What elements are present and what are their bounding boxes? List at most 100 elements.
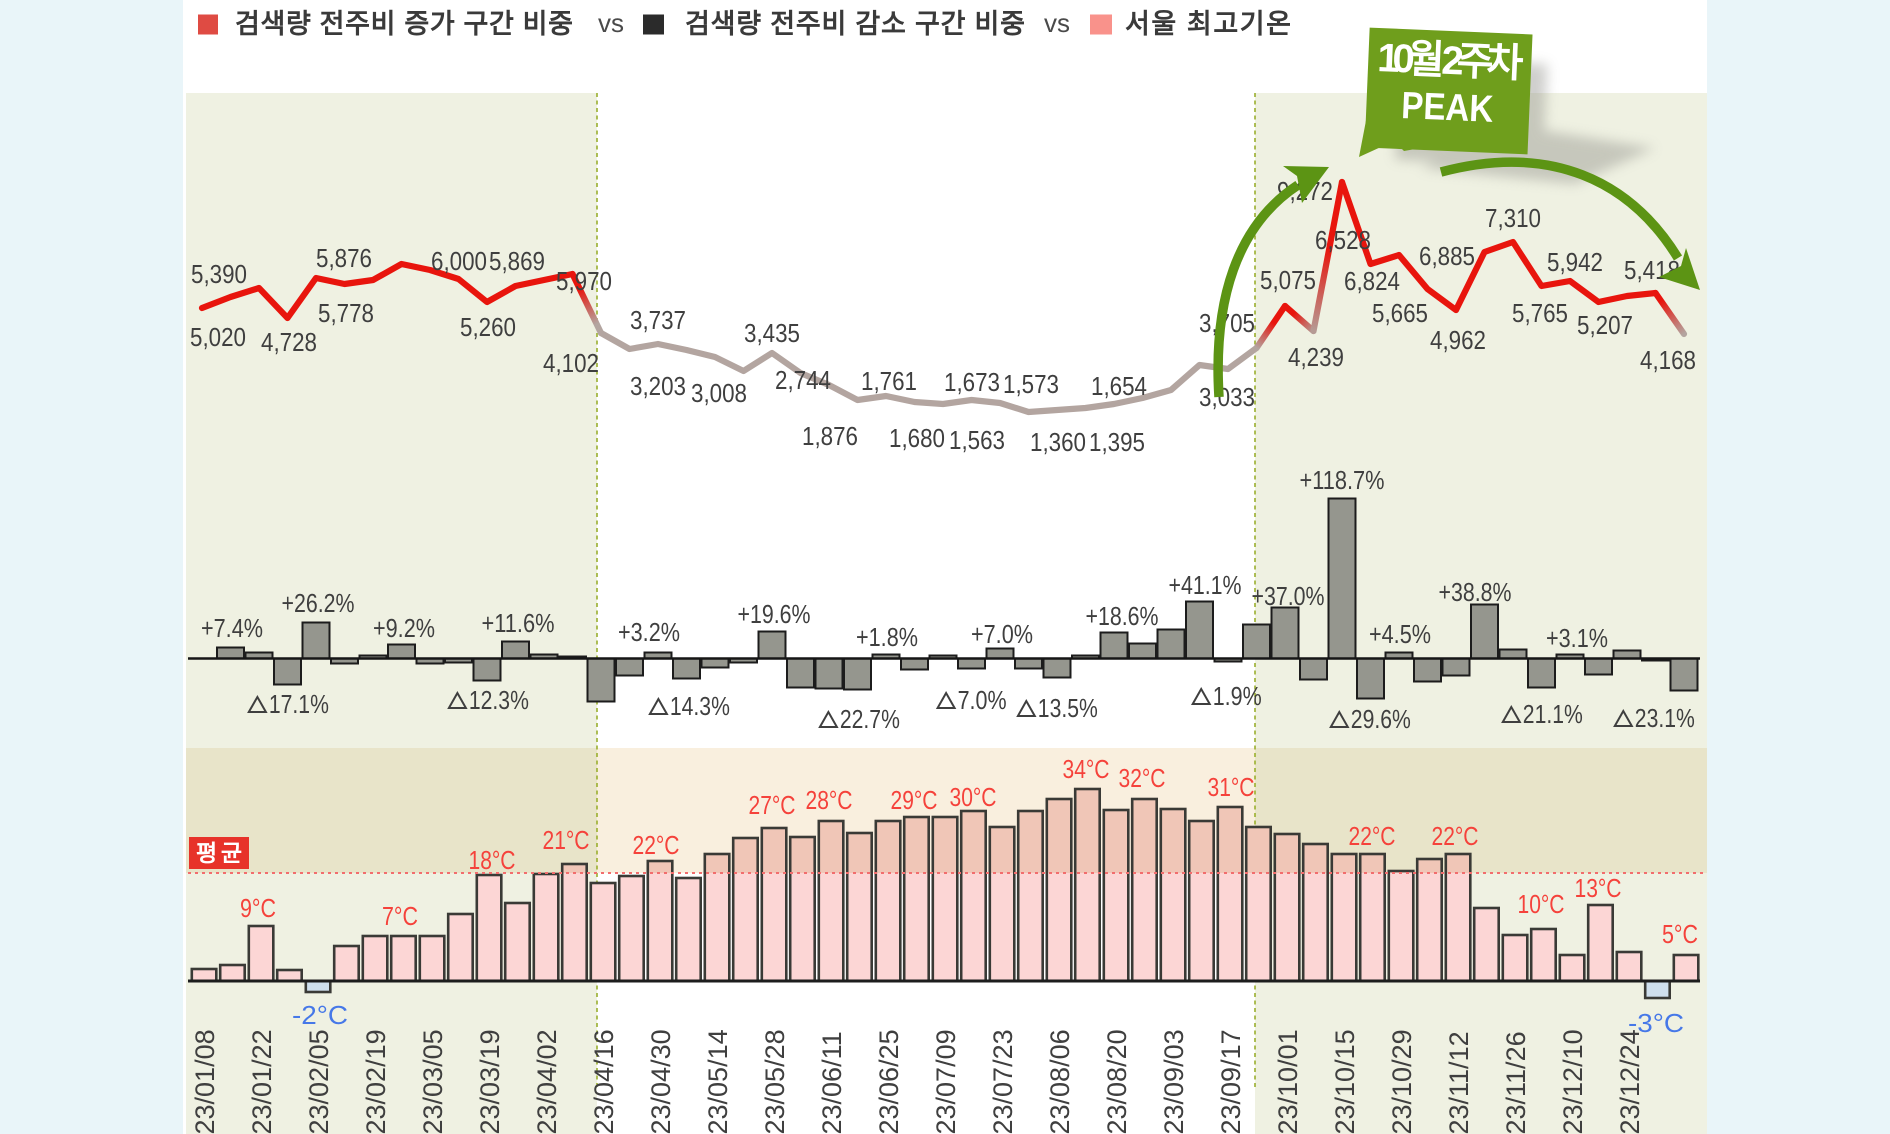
svg-text:23/10/29: 23/10/29 (1387, 1029, 1417, 1134)
svg-text:5,075: 5,075 (1260, 265, 1316, 295)
svg-text:30°C: 30°C (950, 782, 997, 812)
svg-text:13.5%: 13.5% (1038, 693, 1098, 723)
svg-text:5,207: 5,207 (1577, 310, 1633, 340)
svg-text:23/05/14: 23/05/14 (703, 1029, 733, 1134)
svg-text:5,390: 5,390 (191, 259, 247, 289)
svg-text:-2°C: -2°C (292, 1000, 348, 1030)
svg-text:+3.1%: +3.1% (1546, 623, 1608, 653)
svg-text:+4.5%: +4.5% (1369, 619, 1431, 649)
svg-text:+19.6%: +19.6% (738, 599, 811, 629)
svg-text:6,528: 6,528 (1315, 225, 1371, 255)
svg-text:23/03/19: 23/03/19 (475, 1029, 505, 1134)
svg-text:5,942: 5,942 (1547, 247, 1603, 277)
svg-text:5,876: 5,876 (316, 243, 372, 273)
svg-text:23/05/28: 23/05/28 (760, 1029, 790, 1134)
svg-text:21°C: 21°C (543, 825, 590, 855)
svg-text:6,824: 6,824 (1344, 266, 1400, 296)
svg-text:22°C: 22°C (633, 830, 680, 860)
svg-text:검색량 전주비 증가 구간 비중: 검색량 전주비 증가 구간 비중 (235, 9, 573, 39)
svg-text:7°C: 7°C (382, 901, 418, 931)
svg-text:29.6%: 29.6% (1351, 704, 1411, 734)
svg-text:+9.2%: +9.2% (373, 613, 435, 643)
svg-text:14.3%: 14.3% (670, 691, 730, 721)
svg-text:31°C: 31°C (1208, 772, 1255, 802)
svg-text:23/04/16: 23/04/16 (589, 1029, 619, 1134)
svg-text:+41.1%: +41.1% (1169, 570, 1242, 600)
svg-text:23/12/24: 23/12/24 (1615, 1029, 1645, 1134)
svg-text:10°C: 10°C (1518, 889, 1565, 919)
svg-text:29°C: 29°C (891, 785, 938, 815)
svg-text:+7.4%: +7.4% (201, 613, 263, 643)
svg-text:3,203: 3,203 (630, 371, 686, 401)
svg-text:23/06/25: 23/06/25 (874, 1029, 904, 1134)
svg-text:13°C: 13°C (1575, 873, 1622, 903)
svg-text:PEAK: PEAK (1401, 85, 1495, 131)
svg-text:2,744: 2,744 (775, 365, 831, 395)
svg-text:23/03/05: 23/03/05 (418, 1029, 448, 1134)
svg-text:23/10/01: 23/10/01 (1273, 1029, 1303, 1134)
svg-text:22°C: 22°C (1349, 821, 1396, 851)
svg-text:5,665: 5,665 (1372, 298, 1428, 328)
svg-text:32°C: 32°C (1119, 763, 1166, 793)
svg-text:서울 최고기온: 서울 최고기온 (1125, 9, 1291, 39)
svg-text:4,102: 4,102 (543, 348, 599, 378)
svg-text:4,962: 4,962 (1430, 325, 1486, 355)
svg-text:+37.0%: +37.0% (1252, 581, 1325, 611)
svg-text:7,310: 7,310 (1485, 203, 1541, 233)
svg-text:1,680: 1,680 (889, 423, 945, 453)
svg-text:27°C: 27°C (749, 790, 796, 820)
svg-text:+118.7%: +118.7% (1300, 465, 1385, 495)
svg-text:-3°C: -3°C (1628, 1008, 1684, 1038)
svg-text:+7.0%: +7.0% (971, 619, 1033, 649)
svg-text:23.1%: 23.1% (1635, 703, 1695, 733)
svg-text:1.9%: 1.9% (1213, 681, 1262, 711)
svg-text:+1.8%: +1.8% (856, 622, 918, 652)
svg-text:23/04/30: 23/04/30 (646, 1029, 676, 1134)
svg-text:6,885: 6,885 (1419, 241, 1475, 271)
svg-text:23/01/08: 23/01/08 (190, 1029, 220, 1134)
svg-text:23/08/20: 23/08/20 (1102, 1029, 1132, 1134)
svg-text:3,033: 3,033 (1199, 382, 1255, 412)
svg-text:5°C: 5°C (1662, 919, 1698, 949)
svg-text:23/02/05: 23/02/05 (304, 1029, 334, 1134)
svg-text:7.0%: 7.0% (958, 685, 1007, 715)
svg-text:vs: vs (1044, 8, 1070, 38)
svg-text:10월 2주차: 10월 2주차 (1376, 36, 1524, 86)
svg-text:4,239: 4,239 (1288, 342, 1344, 372)
svg-text:12.3%: 12.3% (469, 685, 529, 715)
svg-text:5,869: 5,869 (489, 246, 545, 276)
svg-text:1,673: 1,673 (944, 367, 1000, 397)
svg-text:1,563: 1,563 (949, 425, 1005, 455)
svg-text:28°C: 28°C (806, 785, 853, 815)
svg-text:23/01/22: 23/01/22 (247, 1029, 277, 1134)
svg-text:vs: vs (598, 8, 624, 38)
svg-text:23/04/02: 23/04/02 (532, 1029, 562, 1134)
svg-text:5,020: 5,020 (190, 322, 246, 352)
svg-text:5,970: 5,970 (556, 266, 612, 296)
svg-text:9°C: 9°C (240, 893, 276, 923)
svg-text:23/11/26: 23/11/26 (1501, 1031, 1531, 1134)
svg-text:18°C: 18°C (469, 845, 516, 875)
svg-text:23/08/06: 23/08/06 (1045, 1029, 1075, 1134)
svg-text:6,000: 6,000 (431, 246, 487, 276)
svg-text:3,435: 3,435 (744, 318, 800, 348)
svg-text:4,728: 4,728 (261, 327, 317, 357)
svg-text:17.1%: 17.1% (269, 689, 329, 719)
svg-text:1,360: 1,360 (1030, 427, 1086, 457)
svg-text:23/07/09: 23/07/09 (931, 1029, 961, 1134)
svg-text:23/06/11: 23/06/11 (817, 1031, 847, 1134)
svg-text:1,761: 1,761 (861, 366, 917, 396)
svg-text:22.7%: 22.7% (840, 704, 900, 734)
svg-text:검색량 전주비 감소 구간 비중: 검색량 전주비 감소 구간 비중 (685, 9, 1025, 39)
svg-text:23/11/12: 23/11/12 (1444, 1031, 1474, 1134)
svg-text:1,395: 1,395 (1089, 427, 1145, 457)
svg-text:5,765: 5,765 (1512, 298, 1568, 328)
svg-text:+11.6%: +11.6% (482, 608, 555, 638)
svg-text:23/02/19: 23/02/19 (361, 1029, 391, 1134)
svg-text:3,008: 3,008 (691, 378, 747, 408)
svg-text:+26.2%: +26.2% (282, 588, 355, 618)
svg-text:23/09/17: 23/09/17 (1216, 1029, 1246, 1134)
svg-text:1,654: 1,654 (1091, 371, 1147, 401)
svg-text:5,778: 5,778 (318, 298, 374, 328)
svg-text:22°C: 22°C (1432, 821, 1479, 851)
